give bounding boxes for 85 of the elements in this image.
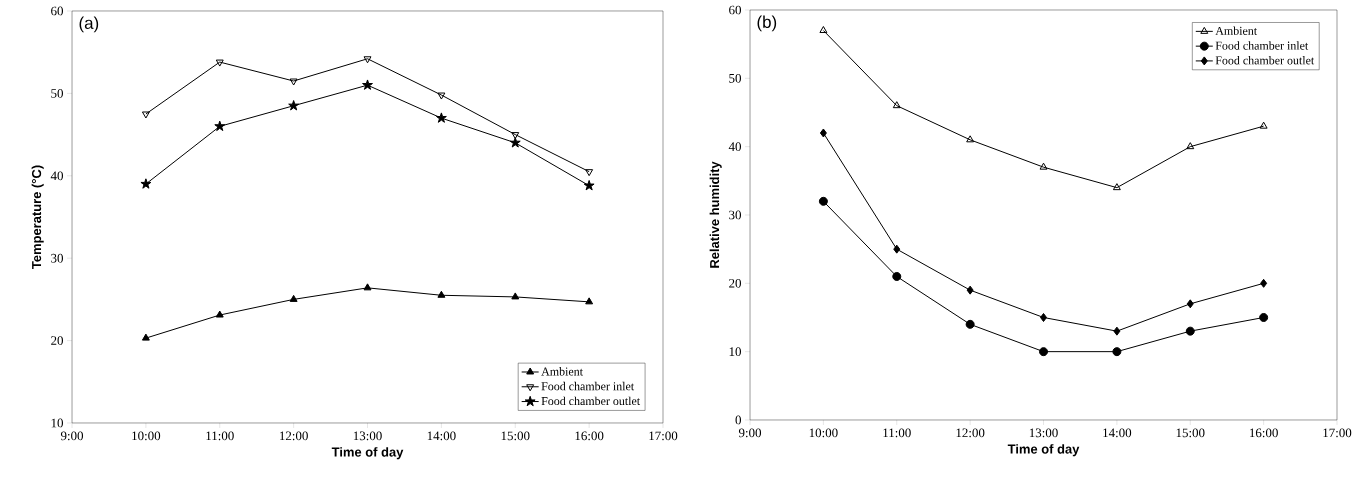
legend-label: Food chamber inlet <box>541 381 635 391</box>
y-tick-label: 0 <box>735 415 742 425</box>
y-axis-title: Temperature (°C) <box>31 165 44 269</box>
point <box>1040 312 1048 322</box>
x-tick-label: 14:00 <box>1103 428 1132 438</box>
point <box>1113 326 1121 336</box>
x-tick-label: 9:00 <box>60 431 84 441</box>
x-tick-label: 11:00 <box>206 431 234 441</box>
point <box>893 244 901 254</box>
point <box>585 297 594 305</box>
point <box>511 292 520 300</box>
x-tick-label: 10:00 <box>809 428 838 438</box>
y-tick-label: 40 <box>50 171 64 181</box>
legend-label: Ambient <box>1215 26 1258 35</box>
y-tick-label: 40 <box>728 142 742 152</box>
annotation: (b) <box>757 15 777 32</box>
x-tick-label: 16:00 <box>1250 428 1278 438</box>
x-tick-label: 15:00 <box>1176 428 1205 438</box>
point <box>140 178 152 189</box>
annotation: (a) <box>79 16 99 33</box>
y-axis-title: Relative humidity <box>709 161 722 268</box>
y-tick-label: 50 <box>729 73 742 83</box>
x-tick-label: 14:00 <box>427 431 456 441</box>
x-tick-label: 13:00 <box>353 431 382 441</box>
x-tick-label: 17:00 <box>649 431 678 441</box>
point <box>965 319 975 329</box>
point <box>1186 142 1195 150</box>
point <box>585 169 594 177</box>
y-tick-label: 10 <box>51 418 64 428</box>
point <box>214 120 226 132</box>
point <box>1039 162 1048 170</box>
legend-label: Food chamber inlet <box>1215 41 1309 50</box>
x-tick-label: 12:00 <box>956 428 985 438</box>
point <box>1186 299 1194 309</box>
point <box>1112 183 1121 191</box>
point <box>215 310 224 318</box>
y-tick-label: 30 <box>729 210 742 220</box>
x-tick-label: 15:00 <box>501 431 530 441</box>
y-tick-label: 20 <box>729 278 742 288</box>
x-tick-label: 10:00 <box>132 431 161 441</box>
point <box>141 333 150 341</box>
y-tick-label: 10 <box>729 347 742 357</box>
point <box>363 56 372 64</box>
point <box>892 101 901 109</box>
y-tick-label: 60 <box>51 6 64 16</box>
point <box>819 25 828 33</box>
point <box>1259 312 1269 322</box>
y-tick-label: 20 <box>51 336 64 345</box>
point <box>437 290 446 298</box>
point <box>215 59 224 67</box>
point <box>289 294 298 302</box>
point <box>435 112 447 123</box>
x-tick-label: 9:00 <box>738 428 762 438</box>
x-tick-label: 16:00 <box>575 431 604 441</box>
legend-label: Food chamber outlet <box>1215 56 1315 65</box>
y-tick-label: 60 <box>729 5 742 15</box>
point <box>288 100 300 111</box>
point <box>819 128 827 138</box>
x-tick-label: 12:00 <box>280 431 308 441</box>
x-axis-title: Time of day <box>331 447 404 460</box>
point <box>966 285 974 295</box>
x-tick-label: 17:00 <box>1323 428 1352 438</box>
legend-label: Ambient <box>541 367 583 376</box>
x-axis-title: Time of day <box>1007 444 1080 457</box>
point <box>511 132 520 140</box>
point <box>363 283 372 291</box>
point <box>509 137 521 148</box>
point <box>583 179 595 191</box>
point <box>289 78 298 86</box>
legend-label: Food chamber outlet <box>541 396 641 406</box>
point <box>1039 347 1049 357</box>
point <box>362 79 373 90</box>
x-tick-label: 11:00 <box>883 428 911 438</box>
point <box>1260 278 1268 288</box>
point <box>437 92 446 100</box>
point <box>141 111 150 119</box>
point <box>818 196 828 206</box>
point <box>892 271 902 281</box>
y-tick-label: 30 <box>51 253 64 263</box>
point <box>966 135 975 143</box>
point <box>1259 121 1268 129</box>
x-tick-label: 13:00 <box>1029 428 1058 438</box>
y-tick-label: 50 <box>51 89 64 98</box>
point <box>1185 326 1195 336</box>
point <box>1112 347 1122 357</box>
